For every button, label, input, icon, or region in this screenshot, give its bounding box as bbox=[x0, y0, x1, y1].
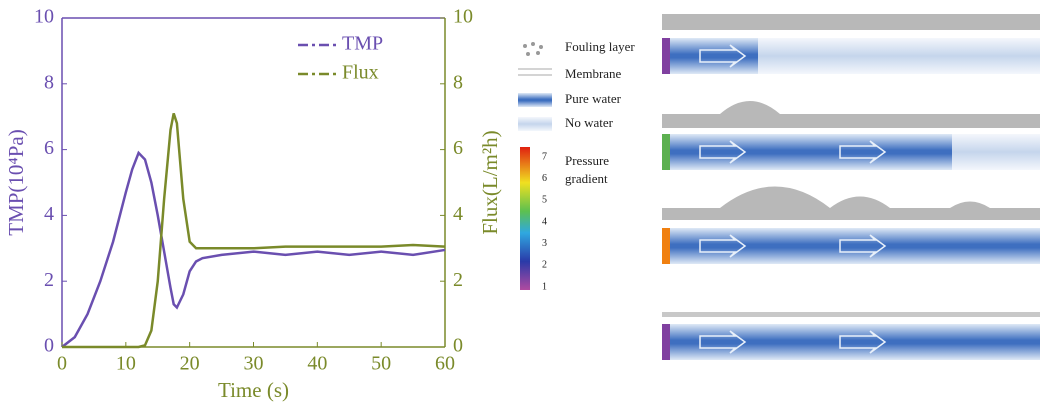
pressure-bar bbox=[662, 228, 670, 264]
diagram: Fouling layer Membrane Pure water No water 1… bbox=[518, 14, 1040, 360]
diagram-legend-label: Membrane bbox=[565, 66, 622, 81]
series-line bbox=[61, 150, 446, 348]
y2-tick-label: 4 bbox=[453, 203, 463, 225]
no-water bbox=[952, 134, 1040, 170]
y2-tick-label: 0 bbox=[453, 335, 463, 357]
y-tick-label: 6 bbox=[44, 137, 54, 159]
x-axis-label: Time (s) bbox=[218, 378, 289, 402]
x-tick-label: 60 bbox=[435, 353, 455, 375]
y-tick-label: 4 bbox=[44, 203, 54, 225]
colorbar-tick-label: 3 bbox=[542, 238, 547, 249]
fouling-layer bbox=[662, 14, 1040, 30]
diagram-legend-label: No water bbox=[565, 115, 614, 130]
pressure-bar bbox=[662, 134, 670, 170]
legend-label: Flux bbox=[342, 62, 379, 84]
colorbar-label: Pressure bbox=[565, 153, 609, 168]
y-tick-label: 2 bbox=[44, 269, 54, 291]
series-line bbox=[62, 113, 446, 349]
pure-water bbox=[668, 134, 952, 170]
pressure-bar bbox=[662, 324, 670, 360]
colorbar-label: gradient bbox=[565, 171, 608, 186]
x-tick-label: 10 bbox=[116, 353, 136, 375]
y2-tick-label: 2 bbox=[453, 269, 463, 291]
pressure-bar bbox=[662, 38, 670, 74]
pure-water bbox=[668, 324, 1040, 360]
no-water bbox=[758, 38, 1040, 74]
colorbar-tick-label: 1 bbox=[542, 281, 547, 292]
diagram-legend-label: Pure water bbox=[565, 91, 622, 106]
x-tick-label: 0 bbox=[57, 353, 67, 375]
y-tick-label: 10 bbox=[34, 6, 54, 28]
x-tick-label: 50 bbox=[371, 353, 391, 375]
diagram-legend-label: Fouling layer bbox=[565, 39, 635, 54]
fouling-layer bbox=[662, 186, 1040, 220]
flow-arrow bbox=[699, 44, 747, 68]
colorbar-tick-label: 5 bbox=[542, 195, 547, 206]
y2-tick-label: 6 bbox=[453, 137, 463, 159]
y2-tick-label: 8 bbox=[453, 71, 463, 93]
fouling-layer bbox=[662, 312, 1040, 317]
legend-label: TMP bbox=[342, 33, 383, 55]
y-tick-label: 0 bbox=[44, 335, 54, 357]
pure-water bbox=[668, 228, 1040, 264]
colorbar-tick-label: 4 bbox=[542, 216, 547, 227]
no-water-icon bbox=[518, 117, 552, 131]
y-tick-label: 8 bbox=[44, 71, 54, 93]
x-tick-label: 30 bbox=[244, 353, 264, 375]
pure-water bbox=[668, 38, 758, 74]
y-axis-label: TMP(10⁴Pa) bbox=[4, 129, 28, 236]
x-tick-label: 40 bbox=[307, 353, 327, 375]
flow-arrow bbox=[699, 234, 887, 258]
colorbar-tick-label: 6 bbox=[542, 173, 547, 184]
x-tick-label: 20 bbox=[180, 353, 200, 375]
fouling-layer bbox=[662, 101, 1040, 128]
colorbar bbox=[520, 147, 530, 290]
flow-arrow bbox=[699, 140, 887, 164]
fouling-icon bbox=[523, 42, 543, 56]
pure-water-icon bbox=[518, 93, 552, 107]
colorbar-tick-label: 2 bbox=[542, 260, 547, 271]
flow-arrow bbox=[699, 330, 887, 354]
y2-tick-label: 10 bbox=[453, 6, 473, 28]
y2-axis-label: Flux(L/m²h) bbox=[478, 130, 502, 234]
colorbar-tick-label: 7 bbox=[542, 151, 547, 162]
